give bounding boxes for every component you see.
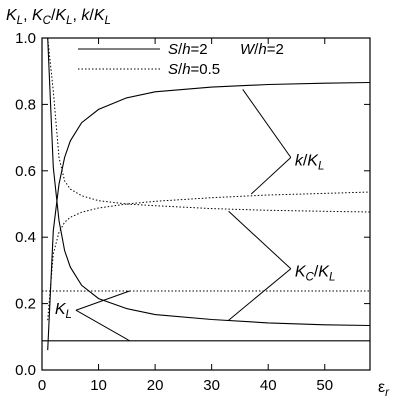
annotation-leader-kc-over-kl [228, 268, 292, 321]
annotation-label-kc-over-kl-part: C [305, 272, 314, 284]
legend-label: S/h=0.5 [168, 61, 220, 78]
legend-label-part: S [168, 61, 178, 78]
legend-label: S/h=2 [168, 41, 208, 58]
y-tick-label: 0.6 [15, 163, 36, 180]
y-axis-label-part: / [89, 7, 94, 24]
series-line-kc-over-kl-s05 [47, 37, 371, 213]
x-tick-label: 30 [203, 377, 220, 394]
annotation-label-k-over-kl: k/KL [295, 153, 325, 173]
series-line-k-over-kl-s2 [47, 81, 371, 351]
legend-label-part: h [182, 61, 190, 78]
legend-label-part: / [178, 41, 183, 58]
y-axis-label-part: K [32, 7, 44, 24]
annotation-leader-kl [75, 290, 130, 311]
annotation-label-kc-over-kl-part: L [329, 272, 335, 284]
x-tick-label: 50 [316, 377, 333, 394]
annotation-label-k-over-kl-part: L [318, 161, 324, 173]
y-axis-label-part: L [105, 15, 111, 27]
y-axis-label-part: , [23, 7, 32, 24]
annotation-label-kc-over-kl-part: / [314, 264, 319, 281]
legend-note-part: =2 [267, 41, 284, 58]
y-axis-label-part: k [81, 7, 90, 24]
annotation-label-kl: KL [55, 301, 72, 321]
data-lines [42, 37, 371, 351]
annotation-label-kc-over-kl: KC/KL [295, 264, 336, 284]
x-axis-label-part: r [385, 387, 390, 399]
annotation-label-kc-over-kl-part: K [318, 264, 330, 281]
y-axis-label-part: / [51, 7, 56, 24]
legend-label-part: S [168, 41, 178, 58]
annotation-label-k-over-kl-part: k [295, 153, 304, 170]
legend: S/h=2S/h=0.5W/h=2 [78, 41, 284, 78]
series-line-k-over-kl-s05 [47, 191, 371, 321]
annotation-leader-kc-over-kl [228, 210, 292, 270]
annotation-leader-k-over-kl [250, 157, 292, 195]
y-axis-label-part: K [6, 7, 18, 24]
y-tick-label: 0.2 [15, 296, 36, 313]
legend-label-part: =0.5 [191, 61, 221, 78]
x-axis-label: εr [378, 379, 390, 399]
y-axis-label-part: L [66, 15, 72, 27]
x-tick-label: 20 [147, 377, 164, 394]
y-axis-label-part: C [43, 15, 52, 27]
legend-note: W/h=2 [240, 41, 284, 58]
x-tick-label: 10 [90, 377, 107, 394]
y-tick-label: 1.0 [15, 30, 36, 47]
series-line-kc-over-kl-s2 [47, 37, 371, 327]
annotation-label-kl-part: K [55, 301, 67, 318]
legend-label-part: / [178, 61, 183, 78]
legend-note-part: / [254, 41, 259, 58]
annotation-leader-k-over-kl [242, 89, 292, 158]
tick-marks: 0 10 20 30 40 50 0.0 0.2 0.4 0.6 0.8 1.0 [15, 30, 370, 394]
plot-frame [41, 37, 371, 371]
x-tick-label: 40 [260, 377, 277, 394]
x-tick-label: 0 [38, 377, 46, 394]
annotation-label-kc-over-kl-part: K [295, 264, 307, 281]
y-tick-label: 0.0 [15, 362, 36, 379]
legend-label-part: =2 [191, 41, 208, 58]
legend-note-part: W [240, 41, 256, 58]
y-tick-label: 0.4 [15, 229, 36, 246]
annotation-leader-kl [75, 309, 130, 342]
y-axis-label-part: K [55, 7, 67, 24]
annotation-label-k-over-kl-part: K [307, 153, 319, 170]
x-axis-label-part: ε [378, 379, 385, 396]
legend-note-part: h [258, 41, 266, 58]
y-axis-label: KL, KC/KL, k/KL [6, 7, 111, 27]
y-tick-label: 0.8 [15, 96, 36, 113]
y-axis-label-part: L [17, 15, 23, 27]
annotation-label-k-over-kl-part: / [303, 153, 308, 170]
annotation-label-kl-part: L [66, 309, 72, 321]
y-axis-label-part: , [73, 7, 82, 24]
y-axis-label-part: K [94, 7, 106, 24]
legend-label-part: h [182, 41, 190, 58]
